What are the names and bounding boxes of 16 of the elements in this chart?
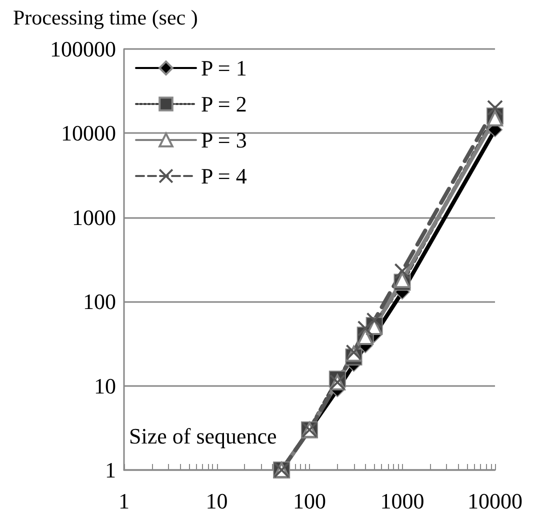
y-tick-label: 1000 — [72, 204, 116, 230]
y-tick-label: 10 — [94, 373, 116, 398]
x-tick-label: 1000 — [380, 488, 424, 514]
y-tick-label: 100 — [83, 289, 116, 314]
y-tick-label: 10000 — [61, 120, 116, 146]
x-axis-title: Size of sequence — [129, 424, 277, 448]
x-tick-label: 10 — [206, 488, 228, 514]
x-tick-label: 100 — [293, 488, 326, 514]
legend-label: P = 3 — [201, 128, 247, 152]
y-tick-label: 100000 — [50, 36, 116, 62]
y-axis-title: Processing time (sec ) — [13, 6, 198, 30]
y-tick-label: 1 — [105, 458, 116, 482]
legend-label: P = 4 — [201, 164, 247, 188]
x-tick-label: 10000 — [468, 488, 522, 514]
legend-label: P = 2 — [201, 92, 247, 116]
legend-label: P = 1 — [201, 56, 247, 80]
